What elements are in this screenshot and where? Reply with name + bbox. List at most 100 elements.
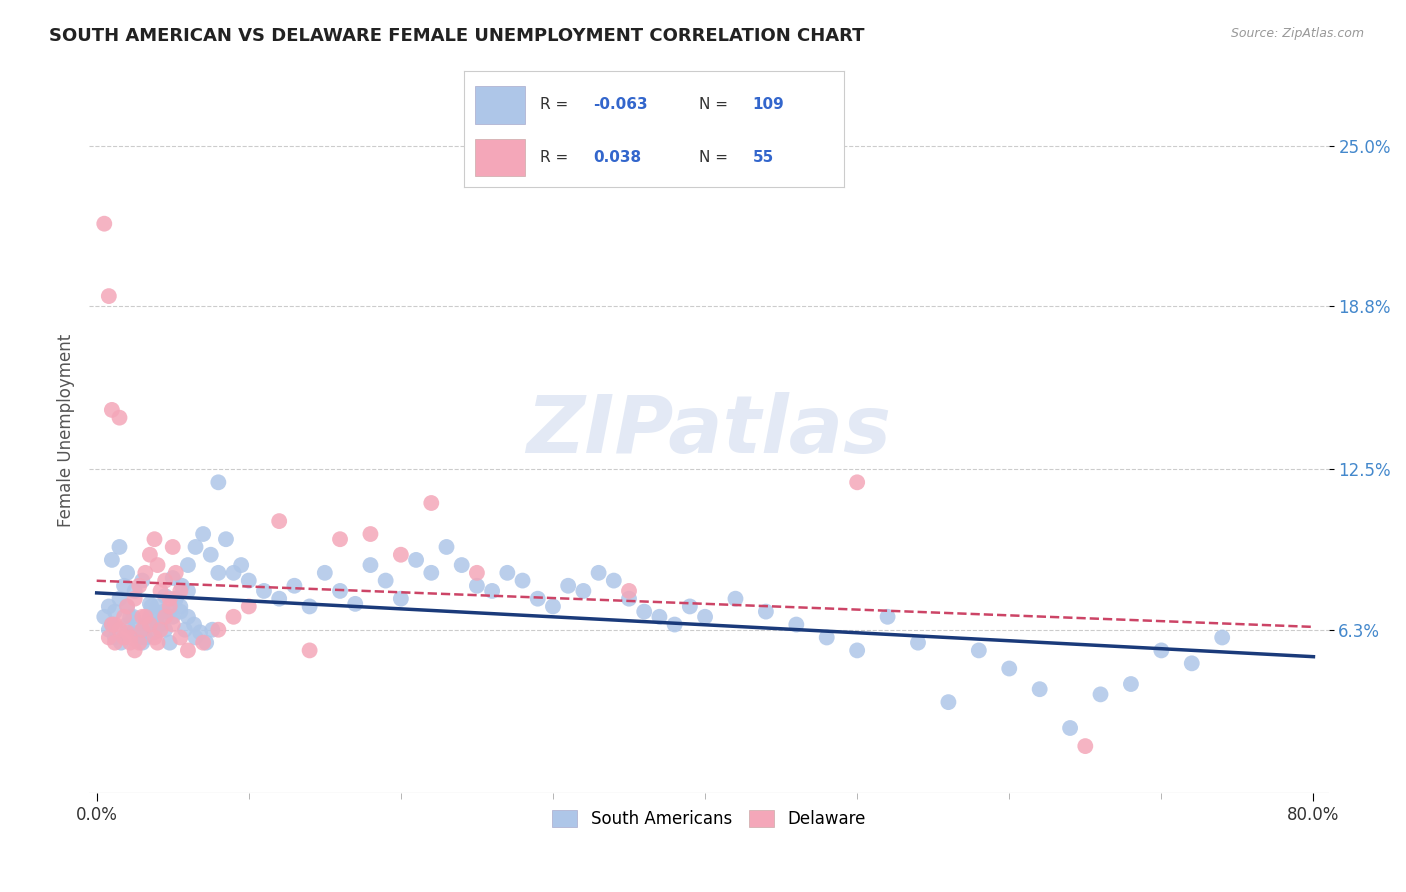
- Point: [134, 566, 156, 580]
- Point: [174, 623, 197, 637]
- Point: [253, 583, 276, 598]
- Point: [283, 579, 305, 593]
- Point: [104, 631, 127, 645]
- Point: [1074, 739, 1097, 753]
- Point: [222, 609, 245, 624]
- Point: [149, 617, 172, 632]
- Point: [124, 643, 146, 657]
- Point: [815, 631, 838, 645]
- Point: [104, 605, 127, 619]
- Point: [143, 625, 166, 640]
- Point: [134, 617, 156, 632]
- Point: [191, 527, 214, 541]
- Point: [184, 540, 207, 554]
- Point: [1150, 643, 1173, 657]
- Point: [200, 548, 222, 562]
- Point: [169, 605, 191, 619]
- Point: [97, 599, 120, 614]
- Point: [128, 579, 150, 593]
- Point: [298, 599, 321, 614]
- Point: [128, 631, 150, 645]
- Point: [146, 635, 169, 649]
- Point: [165, 591, 187, 606]
- Point: [162, 571, 184, 585]
- Point: [481, 583, 503, 598]
- FancyBboxPatch shape: [475, 138, 524, 176]
- Point: [122, 609, 145, 624]
- Point: [134, 631, 156, 645]
- Point: [846, 643, 869, 657]
- Point: [359, 558, 381, 572]
- Point: [557, 579, 579, 593]
- Point: [633, 605, 655, 619]
- Point: [165, 591, 187, 606]
- Point: [269, 514, 291, 528]
- Point: [1059, 721, 1081, 735]
- Legend: South Americans, Delaware: South Americans, Delaware: [546, 804, 872, 835]
- Point: [876, 609, 898, 624]
- Text: SOUTH AMERICAN VS DELAWARE FEMALE UNEMPLOYMENT CORRELATION CHART: SOUTH AMERICAN VS DELAWARE FEMALE UNEMPL…: [49, 27, 865, 45]
- Point: [195, 635, 218, 649]
- Point: [648, 609, 671, 624]
- Point: [131, 609, 153, 624]
- Point: [405, 553, 427, 567]
- Point: [153, 589, 176, 603]
- Point: [329, 583, 352, 598]
- Point: [128, 635, 150, 649]
- Point: [110, 635, 132, 649]
- Point: [184, 631, 207, 645]
- Text: 109: 109: [752, 97, 785, 112]
- Point: [115, 566, 138, 580]
- Point: [149, 583, 172, 598]
- Point: [603, 574, 626, 588]
- Point: [131, 635, 153, 649]
- Point: [124, 591, 146, 606]
- Point: [169, 631, 191, 645]
- Point: [124, 583, 146, 598]
- Point: [436, 540, 458, 554]
- Point: [153, 609, 176, 624]
- Point: [269, 591, 291, 606]
- Point: [465, 579, 488, 593]
- Point: [112, 631, 135, 645]
- Point: [967, 643, 990, 657]
- Point: [108, 410, 131, 425]
- Point: [238, 599, 260, 614]
- Point: [131, 574, 153, 588]
- Point: [153, 574, 176, 588]
- Point: [201, 623, 224, 637]
- Text: 0.038: 0.038: [593, 150, 641, 165]
- Point: [112, 609, 135, 624]
- Point: [177, 609, 200, 624]
- Point: [165, 566, 187, 580]
- Point: [359, 527, 381, 541]
- Point: [846, 475, 869, 490]
- Point: [785, 617, 807, 632]
- Text: N =: N =: [699, 150, 738, 165]
- Point: [152, 605, 174, 619]
- Point: [215, 532, 238, 546]
- Point: [907, 635, 929, 649]
- Point: [170, 579, 193, 593]
- Point: [177, 583, 200, 598]
- Point: [1181, 657, 1204, 671]
- Point: [120, 631, 142, 645]
- Point: [112, 579, 135, 593]
- Point: [693, 609, 716, 624]
- Text: 55: 55: [752, 150, 773, 165]
- Point: [139, 548, 162, 562]
- Point: [108, 540, 131, 554]
- Point: [191, 635, 214, 649]
- Point: [139, 609, 162, 624]
- Point: [115, 599, 138, 614]
- Point: [177, 558, 200, 572]
- Point: [162, 540, 184, 554]
- Point: [146, 599, 169, 614]
- Point: [588, 566, 610, 580]
- Point: [207, 566, 229, 580]
- Point: [512, 574, 534, 588]
- Point: [938, 695, 960, 709]
- Point: [159, 591, 181, 606]
- Point: [617, 583, 640, 598]
- Point: [131, 623, 153, 637]
